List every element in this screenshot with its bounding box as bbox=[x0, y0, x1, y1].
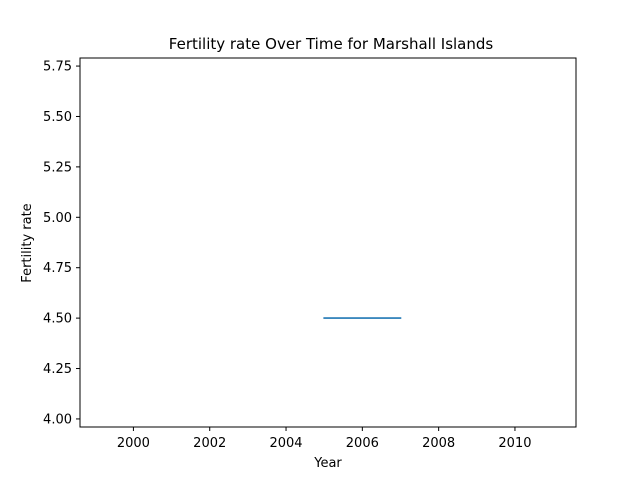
axes-background bbox=[80, 58, 576, 427]
y-tick-label: 5.75 bbox=[43, 60, 72, 75]
x-tick-label: 2006 bbox=[346, 436, 379, 451]
y-tick-label: 5.00 bbox=[43, 211, 72, 226]
x-tick-label: 2000 bbox=[117, 436, 150, 451]
x-axis-ticks: 2000 2002 2004 2006 2008 2010 bbox=[117, 427, 532, 451]
x-tick-label: 2004 bbox=[269, 436, 302, 451]
y-tick-label: 5.25 bbox=[43, 160, 72, 175]
chart-title: Fertility rate Over Time for Marshall Is… bbox=[169, 35, 494, 53]
y-tick-label: 4.50 bbox=[43, 312, 72, 327]
y-tick-label: 4.75 bbox=[43, 261, 72, 276]
x-tick-label: 2002 bbox=[193, 436, 226, 451]
y-tick-label: 4.25 bbox=[43, 362, 72, 377]
axes-frame bbox=[79, 57, 577, 428]
x-axis-label: Year bbox=[313, 456, 342, 471]
plot-area bbox=[79, 57, 577, 428]
y-axis-label: Fertility rate bbox=[20, 203, 35, 282]
y-tick-label: 5.50 bbox=[43, 110, 72, 125]
y-axis-ticks: 4.00 4.25 4.50 4.75 5.00 5.25 5.50 5.75 bbox=[43, 60, 80, 427]
x-tick-label: 2008 bbox=[422, 436, 455, 451]
y-tick-label: 4.00 bbox=[43, 412, 72, 427]
x-tick-label: 2010 bbox=[498, 436, 531, 451]
